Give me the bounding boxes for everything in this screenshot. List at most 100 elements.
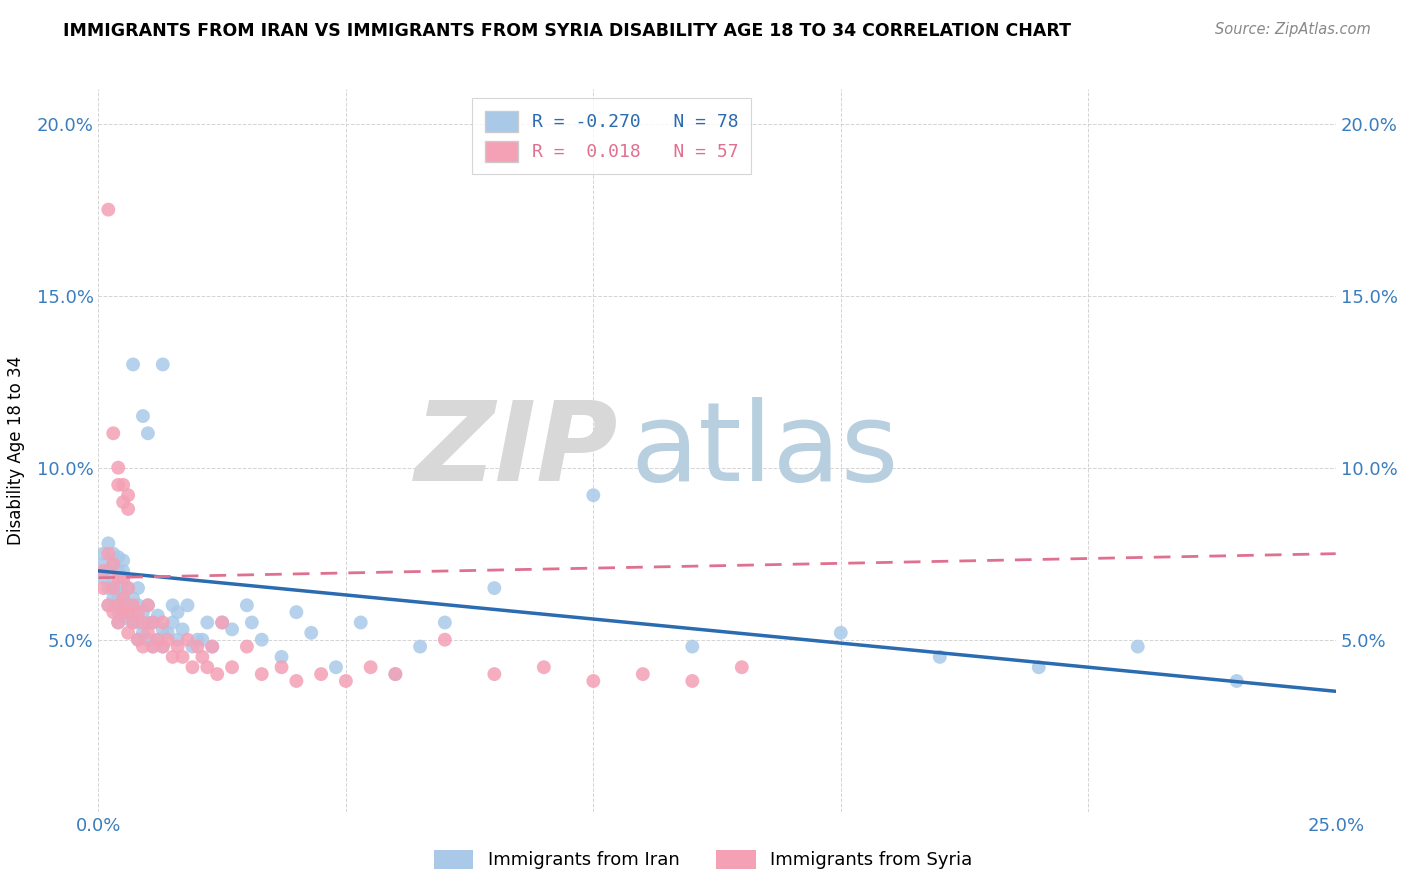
Point: [103, 557, 125, 571]
Point: [103, 571, 125, 585]
Point: [205, 667, 228, 681]
Point: [117, 581, 139, 595]
Point: [107, 550, 129, 565]
Point: [211, 615, 233, 630]
Point: [103, 591, 125, 606]
Point: [103, 581, 125, 595]
Point: [484, 581, 506, 595]
Point: [250, 632, 273, 647]
Point: [236, 599, 259, 613]
Point: [142, 640, 165, 654]
Point: [191, 649, 214, 664]
Point: [112, 608, 135, 623]
Point: [112, 591, 135, 606]
Point: [1226, 673, 1249, 688]
Point: [122, 615, 145, 630]
Point: [127, 615, 149, 630]
Point: [195, 615, 218, 630]
Point: [112, 495, 135, 509]
Point: [127, 632, 149, 647]
Legend: R = -0.270   N = 78, R =  0.018   N = 57: R = -0.270 N = 78, R = 0.018 N = 57: [472, 98, 751, 174]
Point: [103, 547, 125, 561]
Point: [122, 358, 145, 372]
Point: [122, 599, 145, 613]
Point: [112, 574, 135, 589]
Point: [433, 615, 456, 630]
Point: [221, 623, 243, 637]
Point: [211, 615, 233, 630]
Point: [107, 460, 129, 475]
Point: [142, 615, 165, 630]
Point: [132, 605, 155, 619]
Point: [136, 625, 159, 640]
Point: [484, 667, 506, 681]
Text: Source: ZipAtlas.com: Source: ZipAtlas.com: [1215, 22, 1371, 37]
Point: [152, 640, 174, 654]
Point: [181, 660, 204, 674]
Point: [156, 625, 179, 640]
Point: [156, 632, 179, 647]
Point: [142, 615, 165, 630]
Point: [107, 571, 129, 585]
Point: [117, 599, 139, 613]
Point: [117, 581, 139, 595]
Point: [166, 640, 188, 654]
Point: [93, 557, 115, 571]
Point: [176, 599, 198, 613]
Point: [136, 599, 159, 613]
Text: ZIP: ZIP: [415, 397, 619, 504]
Point: [195, 660, 218, 674]
Point: [152, 640, 174, 654]
Legend: Immigrants from Iran, Immigrants from Syria: Immigrants from Iran, Immigrants from Sy…: [425, 840, 981, 879]
Point: [132, 640, 155, 654]
Point: [97, 599, 120, 613]
Point: [146, 632, 169, 647]
Point: [146, 632, 169, 647]
Point: [93, 571, 115, 585]
Point: [97, 564, 120, 578]
Point: [582, 673, 605, 688]
Point: [112, 599, 135, 613]
Point: [122, 605, 145, 619]
Point: [201, 640, 224, 654]
Point: [285, 673, 308, 688]
Point: [122, 615, 145, 630]
Point: [117, 612, 139, 626]
Point: [107, 615, 129, 630]
Point: [191, 632, 214, 647]
Point: [681, 640, 703, 654]
Point: [103, 426, 125, 441]
Point: [250, 667, 273, 681]
Point: [117, 488, 139, 502]
Point: [186, 640, 208, 654]
Point: [93, 547, 115, 561]
Point: [152, 623, 174, 637]
Point: [97, 581, 120, 595]
Point: [240, 615, 263, 630]
Point: [117, 605, 139, 619]
Point: [582, 488, 605, 502]
Y-axis label: Disability Age 18 to 34: Disability Age 18 to 34: [7, 356, 25, 545]
Point: [201, 640, 224, 654]
Point: [97, 536, 120, 550]
Point: [285, 605, 308, 619]
Point: [117, 502, 139, 516]
Point: [132, 615, 155, 630]
Point: [1126, 640, 1149, 654]
Point: [112, 553, 135, 567]
Point: [112, 588, 135, 602]
Point: [152, 615, 174, 630]
Point: [384, 667, 406, 681]
Point: [97, 599, 120, 613]
Point: [162, 649, 184, 664]
Point: [433, 632, 456, 647]
Point: [136, 426, 159, 441]
Point: [166, 632, 188, 647]
Point: [107, 615, 129, 630]
Point: [103, 605, 125, 619]
Point: [112, 571, 135, 585]
Point: [731, 660, 754, 674]
Point: [166, 605, 188, 619]
Point: [127, 632, 149, 647]
Point: [97, 547, 120, 561]
